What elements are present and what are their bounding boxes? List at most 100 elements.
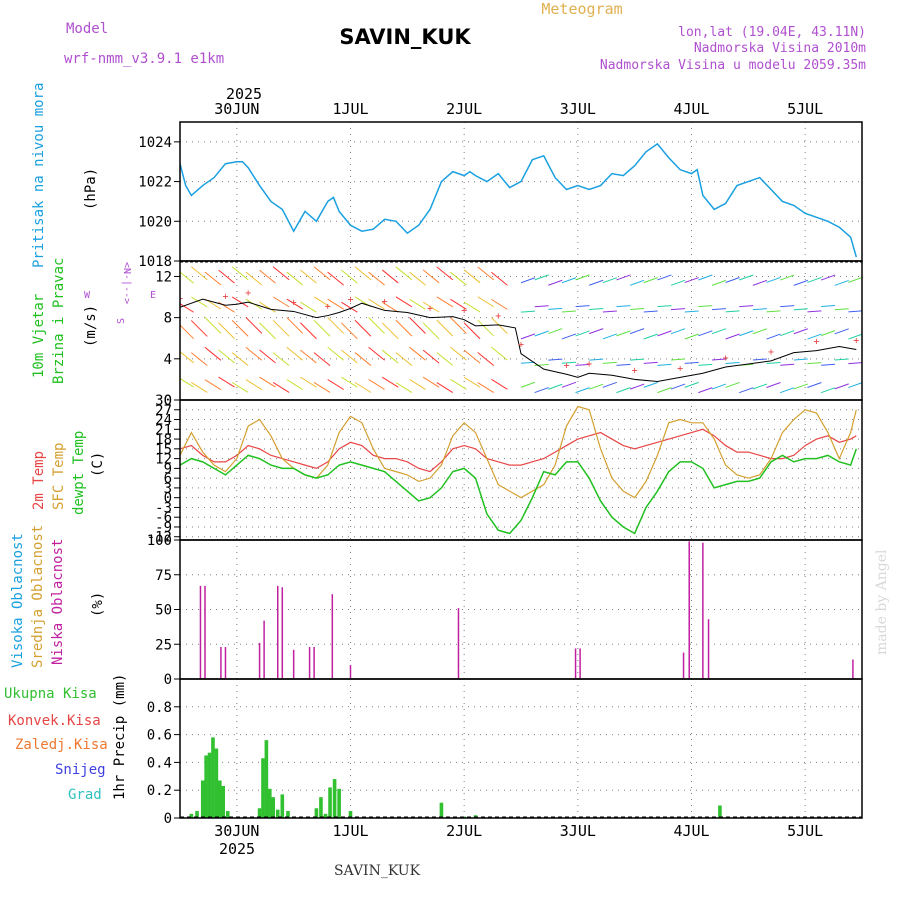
- wind-barb: [381, 269, 399, 284]
- wind-barb: [793, 358, 808, 361]
- wind-barb: [739, 330, 754, 337]
- y-tick-label: 4: [164, 352, 172, 368]
- y-tick-label: 0.8: [147, 700, 172, 716]
- y-tick-label: 0.6: [147, 728, 172, 744]
- y-tick-label: 1018: [138, 254, 172, 270]
- wind-barb: [534, 305, 549, 308]
- wind-barb: [477, 296, 494, 308]
- wind-barb: [520, 310, 536, 313]
- compass-arrows: <--|-->: [121, 262, 132, 304]
- precip-bar: [221, 786, 225, 818]
- wind-barb: [190, 352, 208, 367]
- wind-barb: [520, 333, 536, 340]
- cloud-mid-label: Srednja Oblacnost: [30, 525, 46, 668]
- bottom-day-label: 4JUL: [673, 822, 709, 840]
- pressure-marks: [180, 142, 858, 258]
- wind-barb: [834, 383, 849, 390]
- wind-barb: [657, 330, 672, 337]
- y-tick-label: 18: [155, 432, 172, 448]
- wind-barb: [616, 330, 631, 337]
- wind-barb: [204, 317, 222, 334]
- wind-barb: [807, 333, 822, 340]
- precip-bar: [271, 797, 276, 818]
- model-label: Model: [66, 21, 108, 37]
- y-tick-label: 3: [164, 481, 172, 497]
- y-tick-label: 27: [155, 403, 172, 419]
- wind-barb: [698, 305, 713, 308]
- wind-barb: [548, 358, 563, 361]
- pressure-side-label: Pritisak na nivou mora: [31, 83, 47, 268]
- precip-bar: [261, 758, 265, 818]
- wind-barb: [725, 333, 740, 340]
- gust-marker: +: [347, 294, 353, 305]
- precip-bar: [275, 809, 280, 818]
- wind-barb: [848, 362, 862, 365]
- wind-barb: [616, 305, 631, 308]
- temp-sfc-line: [180, 405, 857, 499]
- wind-barb: [725, 361, 740, 364]
- bottom-day-labels: 30JUN 1JUL 2JUL 3JUL 4JUL 5JUL: [214, 822, 823, 840]
- wind-barb: [231, 296, 249, 308]
- wind-barb: [616, 274, 631, 281]
- y-tick-label: -9: [155, 520, 172, 536]
- wind-barb: [341, 376, 358, 388]
- wind-barb: [589, 328, 604, 335]
- wind-barb: [313, 352, 331, 366]
- y-tick-label: 12: [155, 452, 172, 468]
- wind-barb: [643, 361, 658, 364]
- wind-barb: [725, 310, 740, 313]
- y-tick-label: 0.2: [147, 783, 172, 799]
- temp-unit-label: (C): [90, 452, 106, 477]
- y-tick-label: 1020: [138, 214, 172, 230]
- wind-barb: [657, 363, 672, 366]
- y-tick-label: 8: [164, 311, 172, 327]
- wind-barb: [561, 381, 577, 388]
- wind-barb: [671, 308, 686, 311]
- gust-marker: +: [768, 347, 774, 358]
- wind-barb: [450, 346, 467, 361]
- pressure-panel: 1018 1020 1022 1024: [138, 121, 863, 270]
- pressure-unit-label: (hPa): [83, 168, 99, 210]
- wind-barb: [807, 362, 822, 365]
- wind-barb: [491, 271, 508, 286]
- y-tick-label: 30: [155, 393, 172, 409]
- bottom-day-label: 5JUL: [787, 822, 823, 840]
- precip-bar: [348, 811, 353, 818]
- bottom-year-label: 2025: [219, 840, 255, 858]
- wind-barb: [548, 383, 563, 390]
- wind-barb: [821, 363, 836, 366]
- pressure-line: [180, 142, 858, 258]
- wind-barb: [616, 387, 631, 394]
- model-name: wrf-nmm_v3.9.1 e1km: [64, 51, 224, 67]
- wind-barb: [629, 279, 645, 286]
- wind-barb: [684, 361, 699, 364]
- y-tick-label: 0: [164, 393, 172, 409]
- wind-barb: [218, 269, 235, 284]
- wind-barb: [698, 330, 713, 337]
- wind-barb: [491, 298, 508, 310]
- precip-hail-label: Grad: [68, 787, 102, 803]
- wind-barb: [602, 277, 618, 284]
- wind-barb: [327, 298, 344, 310]
- wind-barb: [381, 322, 399, 340]
- precip-bar: [225, 811, 230, 818]
- precip-bar: [718, 805, 722, 818]
- wind-barb: [780, 305, 795, 308]
- wind-barb: [395, 319, 413, 337]
- compass-north: N: [121, 268, 132, 274]
- wind-barb: [286, 298, 304, 310]
- wind-barb: [436, 296, 454, 308]
- wind-barb: [477, 382, 494, 393]
- wind-marks: + + + + + + + + + + + + + + + + + + +: [180, 266, 862, 394]
- wind-frame: [179, 260, 863, 401]
- precip-bar: [319, 797, 323, 818]
- precip-snow-label: Snijeg: [55, 762, 106, 778]
- wind-barb: [834, 358, 849, 361]
- y-tick-label: 50: [155, 603, 172, 619]
- precip-bar: [195, 811, 199, 818]
- wind-compass: N W E S <--|-->: [84, 262, 156, 324]
- y-tick-label: -12: [147, 530, 172, 546]
- precip-unit-label: 1hr Precip (mm): [112, 674, 128, 800]
- y-tick-label: -3: [155, 500, 172, 516]
